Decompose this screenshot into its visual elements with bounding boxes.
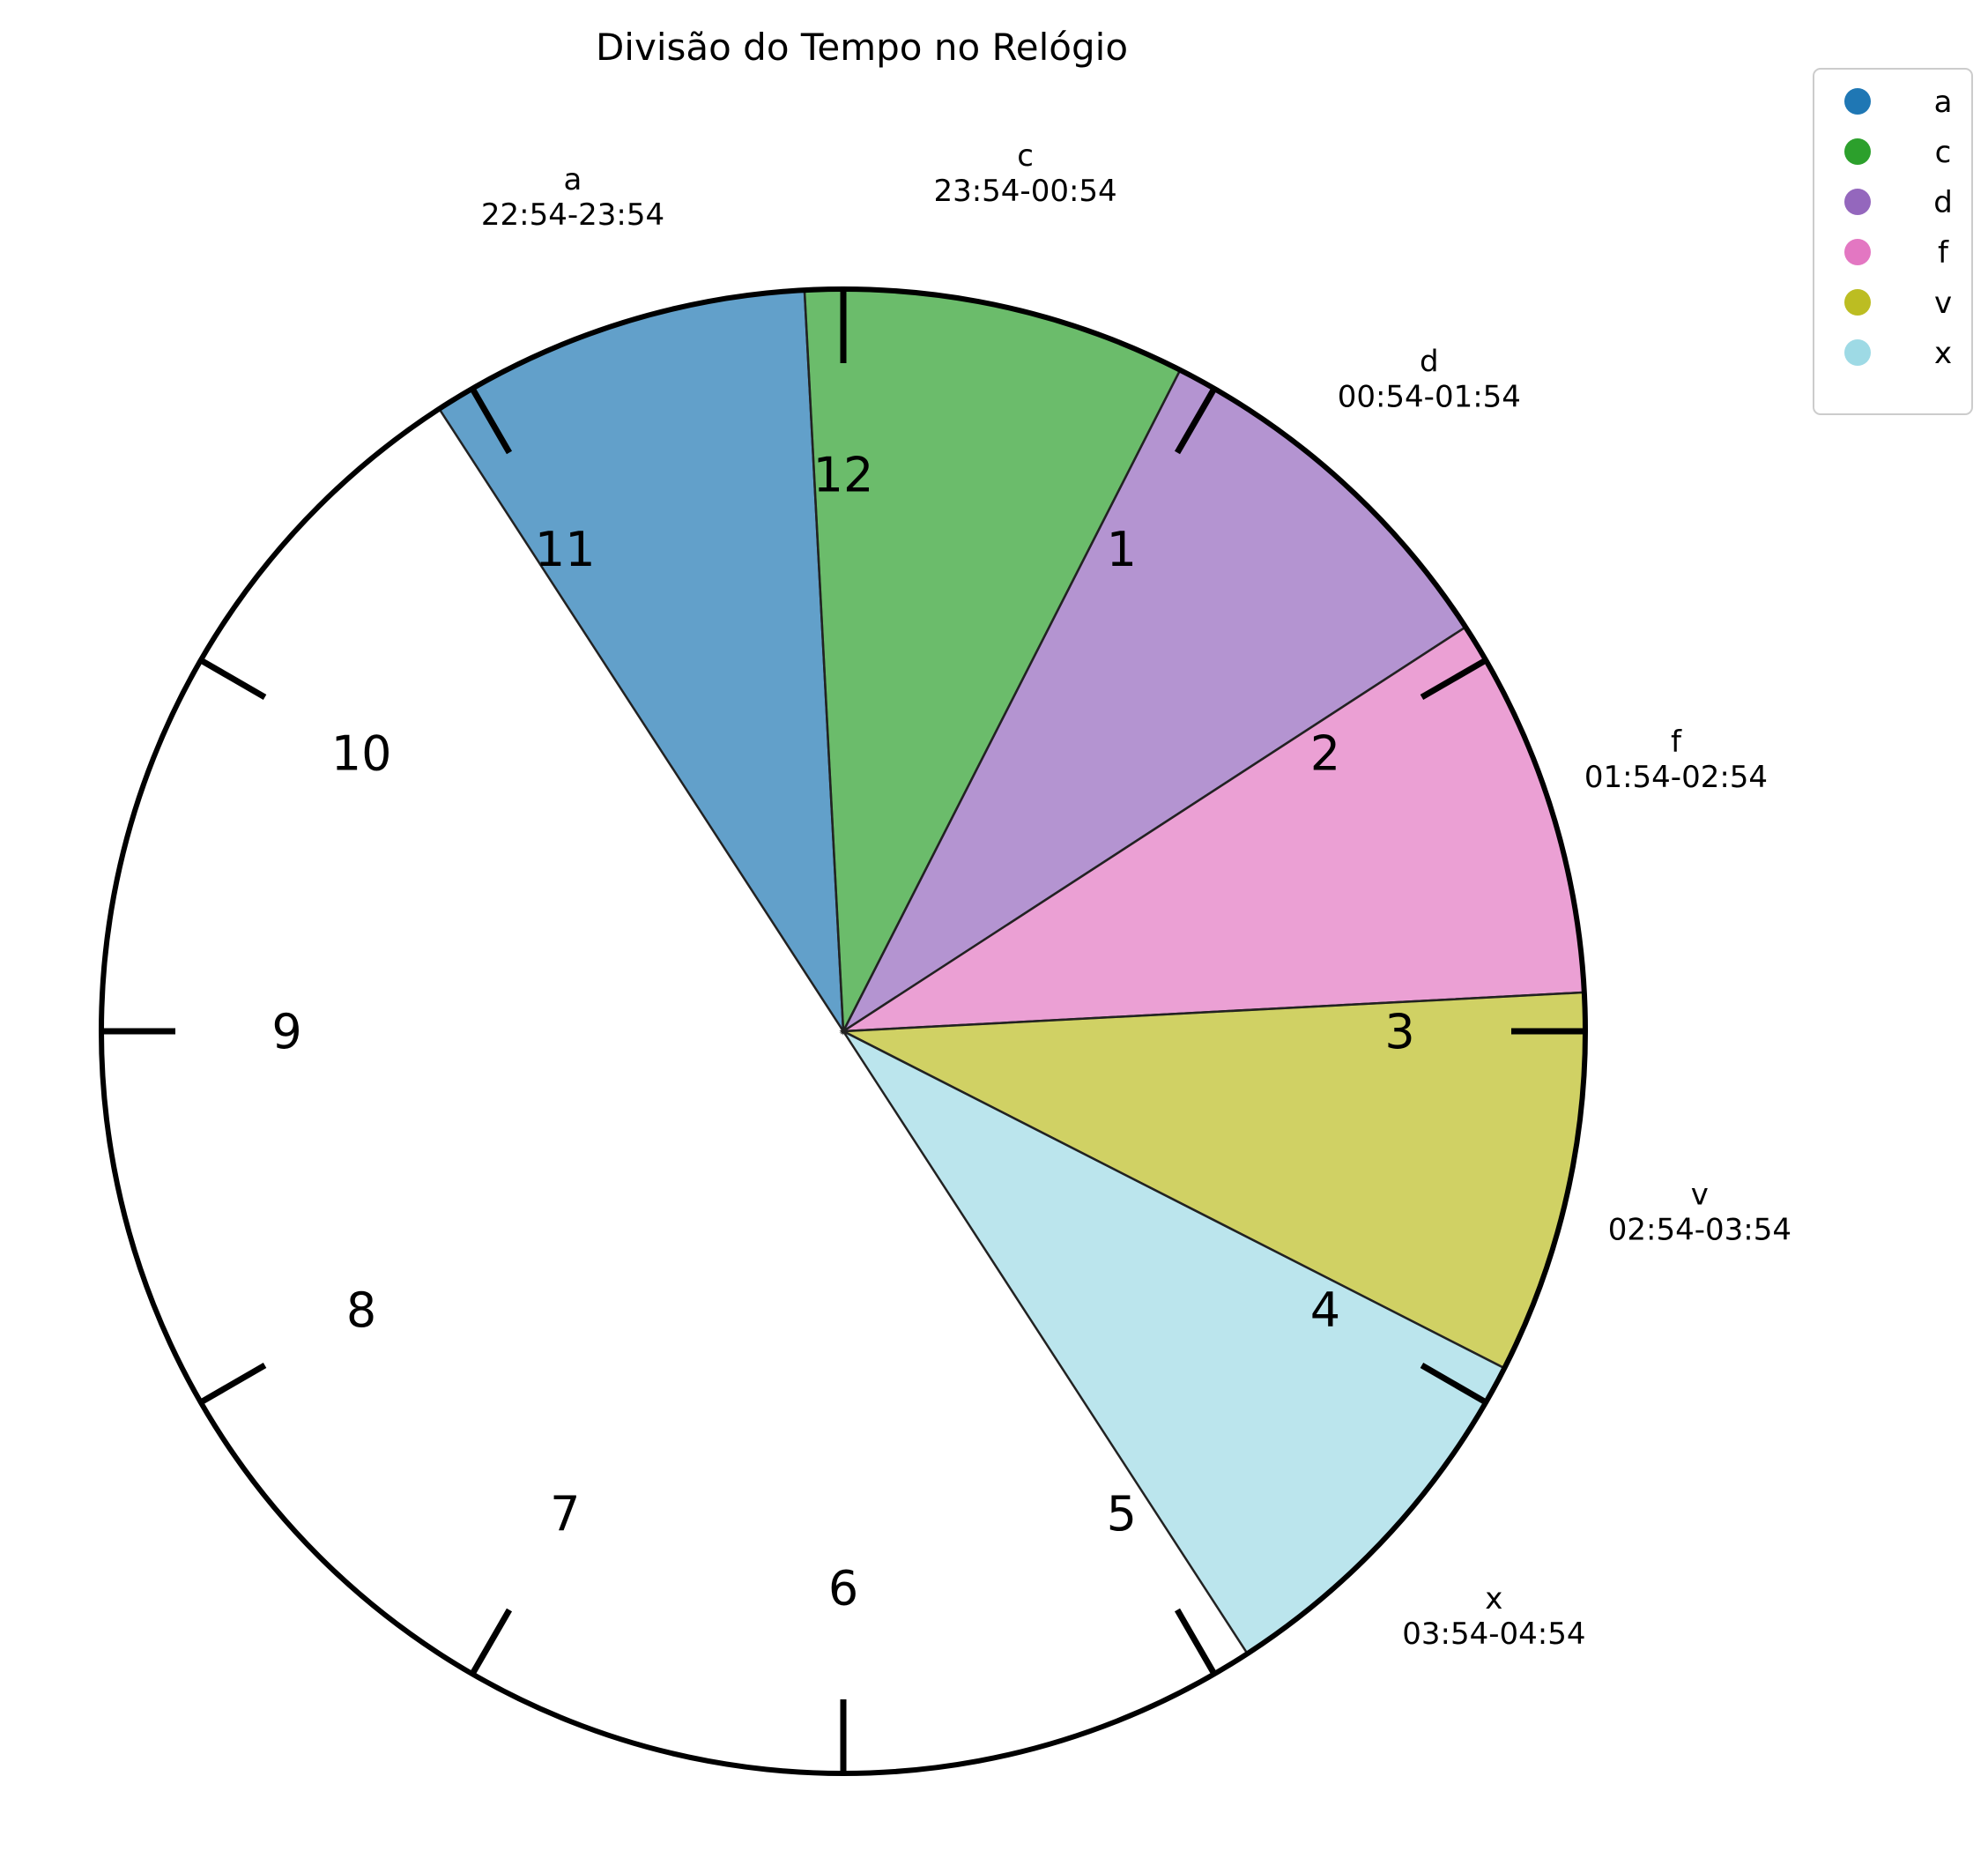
hour-number-4: 4	[1310, 1282, 1340, 1338]
segment-label-c: c23:54-00:54	[933, 138, 1116, 209]
hour-number-10: 10	[331, 725, 392, 781]
hour-tick-1	[1174, 387, 1218, 455]
segment-label-d: d00:54-01:54	[1338, 345, 1521, 415]
hour-tick-7	[469, 1608, 513, 1676]
legend-marker	[1844, 289, 1871, 316]
legend-marker	[1844, 189, 1871, 215]
pie-slice-a	[437, 288, 845, 1036]
hour-tick-4	[1420, 1362, 1487, 1406]
hour-number-5: 5	[1107, 1486, 1137, 1542]
hour-number-9: 9	[271, 1004, 301, 1059]
hour-tick-8	[199, 1362, 267, 1406]
legend-marker	[1844, 239, 1871, 265]
legend-entry-x: x	[1844, 336, 1952, 371]
segment-label-name: v	[1691, 1178, 1709, 1213]
pie-slices	[437, 287, 1587, 1655]
legend-label: a	[1934, 85, 1953, 120]
legend-entry-v: v	[1844, 286, 1952, 321]
segment-label-name: d	[1420, 345, 1439, 380]
hour-number-1: 1	[1107, 522, 1137, 577]
segment-label-name: c	[1017, 138, 1034, 174]
segment-label-range: 01:54-02:54	[1584, 760, 1768, 795]
legend-marker	[1844, 339, 1871, 366]
segment-label-range: 03:54-04:54	[1402, 1617, 1585, 1652]
legend-entry-f: f	[1844, 235, 1949, 271]
legend-label: x	[1934, 336, 1952, 371]
legend-entry-c: c	[1844, 135, 1951, 170]
legend-marker	[1844, 88, 1871, 115]
hour-tick-10	[199, 657, 267, 701]
chart-title: Divisão do Tempo no Relógio	[596, 26, 1128, 69]
hour-number-11: 11	[535, 522, 596, 577]
hour-number-6: 6	[828, 1561, 858, 1617]
segment-label-f: f01:54-02:54	[1584, 725, 1768, 795]
segment-label-a: a22:54-23:54	[481, 162, 664, 233]
hour-number-3: 3	[1384, 1004, 1414, 1059]
hour-ticks	[101, 289, 1585, 1773]
legend-entry-d: d	[1844, 185, 1953, 220]
segment-label-range: 02:54-03:54	[1608, 1213, 1791, 1248]
hour-tick-11	[469, 387, 513, 455]
legend-label: d	[1933, 185, 1953, 220]
legend-label: v	[1934, 286, 1952, 321]
legend-entry-a: a	[1844, 85, 1952, 120]
hour-number-2: 2	[1310, 725, 1340, 781]
segment-label-range: 22:54-23:54	[481, 197, 664, 233]
segment-label-name: a	[564, 162, 582, 197]
hour-tick-5	[1174, 1608, 1218, 1676]
hour-tick-2	[1420, 657, 1487, 701]
segment-label-range: 00:54-01:54	[1338, 380, 1521, 415]
segment-label-range: 23:54-00:54	[933, 174, 1116, 209]
segment-label-x: x03:54-04:54	[1402, 1581, 1585, 1652]
segment-labels: a22:54-23:54 c23:54-00:54 d00:54-01:54 f01:…	[481, 138, 1791, 1652]
hour-number-7: 7	[550, 1486, 580, 1542]
segment-label-v: v02:54-03:54	[1608, 1178, 1791, 1248]
legend-label: f	[1938, 235, 1949, 271]
segment-label-name: f	[1671, 725, 1682, 760]
segment-label-name: x	[1485, 1581, 1502, 1617]
hour-number-8: 8	[346, 1282, 376, 1338]
hour-number-12: 12	[813, 448, 874, 503]
legend-marker	[1844, 138, 1871, 165]
legend-label: c	[1935, 135, 1952, 170]
